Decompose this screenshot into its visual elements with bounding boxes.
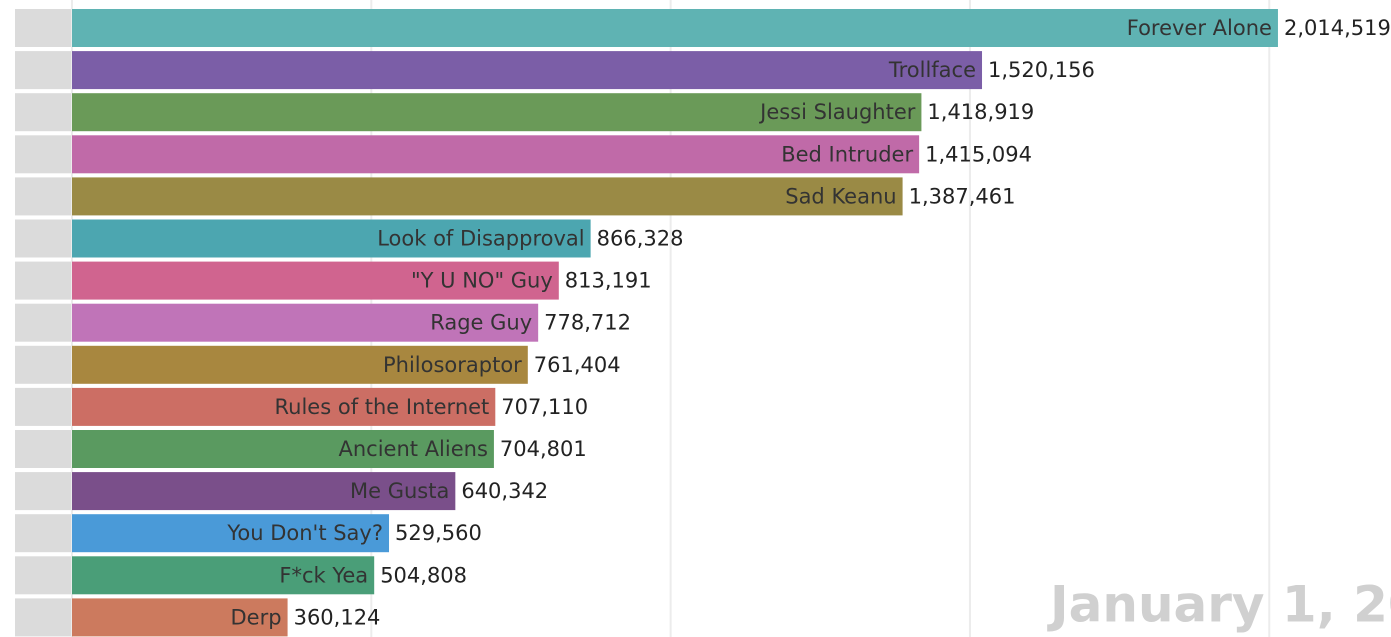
bar bbox=[72, 177, 903, 215]
value-label: 504,808 bbox=[380, 563, 467, 587]
bar-label: Look of Disapproval bbox=[377, 227, 584, 251]
value-label: 707,110 bbox=[501, 395, 588, 419]
icon bbox=[15, 135, 71, 173]
icon bbox=[15, 346, 71, 384]
bar-label: Ancient Aliens bbox=[339, 437, 488, 461]
icon bbox=[15, 220, 71, 258]
bar-label: Derp bbox=[231, 605, 282, 629]
icon bbox=[15, 9, 71, 47]
icon bbox=[15, 388, 71, 426]
bar bbox=[72, 51, 982, 89]
value-label: 778,712 bbox=[544, 311, 631, 335]
value-label: 360,124 bbox=[294, 605, 381, 629]
value-label: 704,801 bbox=[500, 437, 587, 461]
value-label: 866,328 bbox=[597, 227, 684, 251]
value-label: 813,191 bbox=[565, 269, 652, 293]
value-label: 1,387,461 bbox=[909, 184, 1016, 208]
icon bbox=[15, 177, 71, 215]
page: Forever Alone 2,014,519 Trollface 1,520,156… bbox=[0, 0, 1391, 637]
bar-label: Philosoraptor bbox=[383, 353, 522, 377]
value-label: 2,014,519 bbox=[1284, 16, 1391, 40]
bar-label: Me Gusta bbox=[350, 479, 449, 503]
icon bbox=[15, 262, 71, 300]
bar-label: Trollface bbox=[888, 58, 976, 82]
bar-label: F*ck Yea bbox=[279, 563, 368, 587]
bar bbox=[72, 9, 1278, 47]
value-label: 1,418,919 bbox=[927, 100, 1034, 124]
bar-label: Jessi Slaughter bbox=[758, 100, 916, 124]
bar-label: Sad Keanu bbox=[785, 184, 896, 208]
value-label: 1,520,156 bbox=[988, 58, 1095, 82]
value-label: 640,342 bbox=[461, 479, 548, 503]
bar-label: "Y U NO" Guy bbox=[411, 269, 553, 293]
icon bbox=[15, 51, 71, 89]
value-label: 529,560 bbox=[395, 521, 482, 545]
chart: Forever Alone 2,014,519 Trollface 1,520,156… bbox=[0, 0, 1391, 637]
icon bbox=[15, 304, 71, 342]
value-label: 761,404 bbox=[534, 353, 621, 377]
icon bbox=[15, 472, 71, 510]
icon bbox=[15, 430, 71, 468]
value-label: 1,415,094 bbox=[925, 142, 1032, 166]
icon bbox=[15, 556, 71, 594]
bar-label: Rage Guy bbox=[430, 311, 532, 335]
icon bbox=[15, 93, 71, 131]
icon bbox=[15, 598, 71, 636]
bar-label: You Don't Say? bbox=[226, 521, 383, 545]
icon bbox=[15, 514, 71, 552]
date-annotation: January 1, 20 bbox=[1047, 576, 1391, 634]
bar-label: Bed Intruder bbox=[781, 142, 913, 166]
bar-label: Rules of the Internet bbox=[275, 395, 490, 419]
bars: Forever Alone 2,014,519 Trollface 1,520,156… bbox=[15, 9, 1391, 636]
bar-label: Forever Alone bbox=[1127, 16, 1272, 40]
